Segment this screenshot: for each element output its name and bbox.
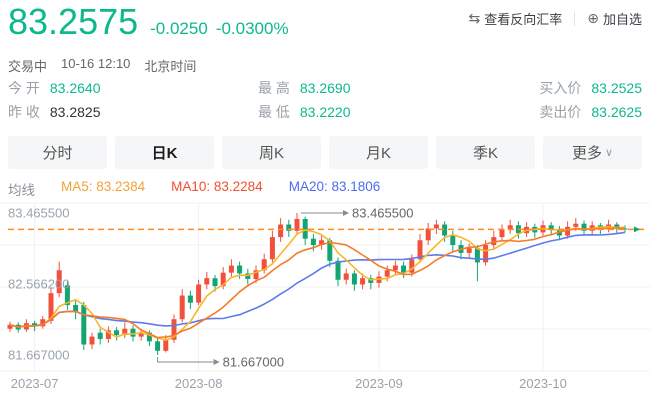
ma20-legend: MA20: 83.1806 [289, 179, 381, 199]
ma20-label: MA20: [288, 179, 328, 194]
ma20-value: 83.1806 [331, 179, 381, 194]
bid-price-value: 83.2525 [591, 79, 642, 96]
reverse-rate-link[interactable]: ⇆ 查看反向汇率 [469, 9, 563, 28]
prev-close-label: 昨 收 [8, 103, 40, 120]
header-actions: ⇆ 查看反向汇率 ⊕ 加自选 [469, 9, 643, 28]
svg-text:83.465500: 83.465500 [8, 206, 69, 221]
svg-text:81.667000: 81.667000 [8, 348, 69, 363]
price-header: 83.2575 -0.0250 -0.0300% [8, 0, 289, 44]
timezone-label: 北京时间 [144, 59, 197, 74]
svg-text:2023-08: 2023-08 [175, 376, 223, 391]
trading-status: 交易中 [8, 59, 48, 74]
svg-text:2023-09: 2023-09 [355, 376, 403, 391]
candlestick-chart[interactable]: 83.465500 81.667000 83.465500 82.566200 81.6… [0, 198, 650, 403]
ma10-label: MA10: [171, 179, 211, 194]
swap-arrows-icon: ⇆ [468, 10, 481, 26]
ma-legend: 均线 MA5: 83.2384 MA10: 83.2284 MA20: 83.1… [8, 179, 380, 199]
add-watchlist-link[interactable]: ⊕ 加自选 [587, 9, 642, 28]
ask-price-label: 卖出价 [539, 103, 582, 120]
prev-close-value: 83.2825 [49, 103, 101, 120]
day-high-value: 83.2690 [299, 79, 351, 96]
plus-circle-icon: ⊕ [587, 10, 599, 26]
tab-more[interactable]: 更多 ∨ [543, 136, 642, 169]
bid-price-label: 买入价 [539, 79, 582, 96]
quote-grid: 今 开 83.2640 最 高 83.2690 买入价 83.2525 昨 收 … [8, 79, 642, 120]
tab-more-label: 更多 [571, 145, 602, 162]
svg-text:81.667000: 81.667000 [223, 355, 284, 370]
ma5-label: MA5: [61, 179, 93, 194]
day-low-label: 最 低 [258, 103, 290, 120]
svg-text:2023-07: 2023-07 [11, 376, 59, 391]
day-low-value: 83.2220 [299, 103, 351, 120]
tab-quarterly-k[interactable]: 季K [436, 136, 535, 169]
actions-divider [574, 11, 576, 26]
ma5-value: 83.2384 [96, 179, 146, 194]
today-open: 今 开 83.2640 [8, 79, 258, 96]
day-high: 最 高 83.2690 [258, 79, 508, 96]
tab-weekly-k-label: 周K [258, 145, 284, 162]
svg-text:83.465500: 83.465500 [352, 206, 413, 221]
chevron-down-icon: ∨ [604, 147, 614, 159]
ma5-legend: MA5: 83.2384 [61, 179, 145, 199]
today-open-label: 今 开 [8, 79, 40, 96]
current-price: 83.2575 [8, 1, 139, 42]
tab-timeline-label: 分时 [42, 145, 73, 162]
svg-text:82.566200: 82.566200 [8, 277, 69, 292]
svg-text:2023-10: 2023-10 [519, 376, 567, 391]
ma-legend-title: 均线 [8, 183, 35, 198]
ma10-value: 83.2284 [213, 179, 263, 194]
tab-quarterly-k-label: 季K [472, 145, 498, 162]
tab-monthly-k-label: 月K [365, 145, 391, 162]
tab-monthly-k[interactable]: 月K [329, 136, 428, 169]
today-open-value: 83.2640 [49, 79, 101, 96]
day-low: 最 低 83.2220 [258, 103, 508, 120]
tab-daily-k-label: 日K [151, 145, 178, 162]
price-change-percent: -0.0300% [215, 19, 289, 38]
bid-price: 买入价 83.2525 [508, 79, 642, 96]
add-watchlist-label: 加自选 [602, 12, 642, 27]
tab-weekly-k[interactable]: 周K [222, 136, 321, 169]
ma10-legend: MA10: 83.2284 [171, 179, 263, 199]
status-row: 交易中 10-16 12:10 北京时间 [8, 56, 196, 75]
day-high-label: 最 高 [258, 79, 290, 96]
tab-daily-k[interactable]: 日K [115, 136, 214, 169]
ask-price: 卖出价 83.2625 [508, 103, 642, 120]
quote-datetime: 10-16 12:10 [61, 56, 131, 71]
ask-price-value: 83.2625 [591, 103, 642, 120]
prev-close: 昨 收 83.2825 [8, 103, 258, 120]
chart-period-tabs: 分时 日K 周K 月K 季K 更多 ∨ [8, 136, 642, 169]
reverse-rate-label: 查看反向汇率 [484, 12, 563, 27]
tab-timeline[interactable]: 分时 [8, 136, 107, 169]
price-change: -0.0250 [150, 19, 208, 38]
